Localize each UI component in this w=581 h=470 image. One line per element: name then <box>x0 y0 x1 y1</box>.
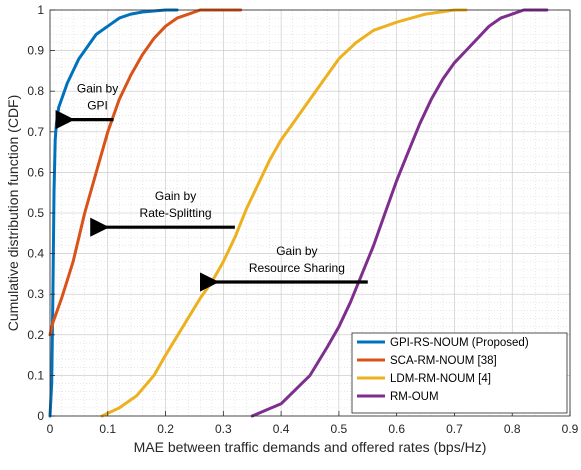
y-tick-label: 0.6 <box>27 165 44 179</box>
series-line-1 <box>48 8 179 418</box>
x-tick-label: 0.5 <box>331 422 348 436</box>
x-tick-label: 0.1 <box>99 422 116 436</box>
x-tick-label: 0.6 <box>388 422 405 436</box>
y-axis-label: Cumulative distribution function (CDF) <box>5 95 21 332</box>
legend-entry: LDM-RM-NOUM [4] <box>390 373 491 385</box>
y-tick-label: 0.4 <box>27 247 44 261</box>
annotation-text: Gain by <box>155 189 196 203</box>
y-tick-label: 0.9 <box>27 44 44 58</box>
legend-box <box>351 332 568 414</box>
annotation-text: GPI <box>87 99 108 113</box>
y-tick-label: 1 <box>37 3 44 17</box>
legend-entry: RM-OUM <box>390 391 439 403</box>
x-axis-label: MAE between traffic demands and offered … <box>134 439 487 455</box>
y-tick-label: 0.8 <box>27 84 44 98</box>
y-tick-label: 0.1 <box>27 368 44 382</box>
y-tick-label: 0.3 <box>27 287 44 301</box>
legend: GPI-RS-NOUM (Proposed) SCA-RM-NOUM [38] LD… <box>351 332 568 414</box>
y-tick-label: 0.7 <box>27 125 44 139</box>
series-lines <box>48 8 549 418</box>
annotation-text: Gain by <box>77 82 118 96</box>
legend-entry: SCA-RM-NOUM [38] <box>390 355 497 367</box>
annotation-text: Rate-Splitting <box>140 206 212 220</box>
x-tick-label: 0.4 <box>273 422 290 436</box>
x-tick-label: 0.7 <box>446 422 463 436</box>
axis-ticks: 0 0.1 0.2 0.3 0.4 0.5 0.6 0.7 0.8 0.9 0 0.1 0.2 0.3 0.… <box>27 3 578 436</box>
y-tick-label: 0.2 <box>27 328 44 342</box>
x-tick-label: 0 <box>47 422 54 436</box>
x-tick-label: 0.2 <box>157 422 174 436</box>
series-line-3 <box>100 8 468 418</box>
legend-entry: GPI-RS-NOUM (Proposed) <box>390 337 529 349</box>
x-tick-label: 0.3 <box>215 422 232 436</box>
series-line-4 <box>250 8 549 418</box>
x-tick-label: 0.8 <box>504 422 521 436</box>
annotations: Gain by GPI Gain by Rate-Splitting Gain by Re… <box>55 82 368 292</box>
annotation-text: Resource Sharing <box>249 261 345 275</box>
y-tick-label: 0.5 <box>27 206 44 220</box>
y-tick-label: 0 <box>37 409 44 423</box>
x-tick-label: 0.9 <box>562 422 579 436</box>
annotation-text: Gain by <box>276 244 317 258</box>
